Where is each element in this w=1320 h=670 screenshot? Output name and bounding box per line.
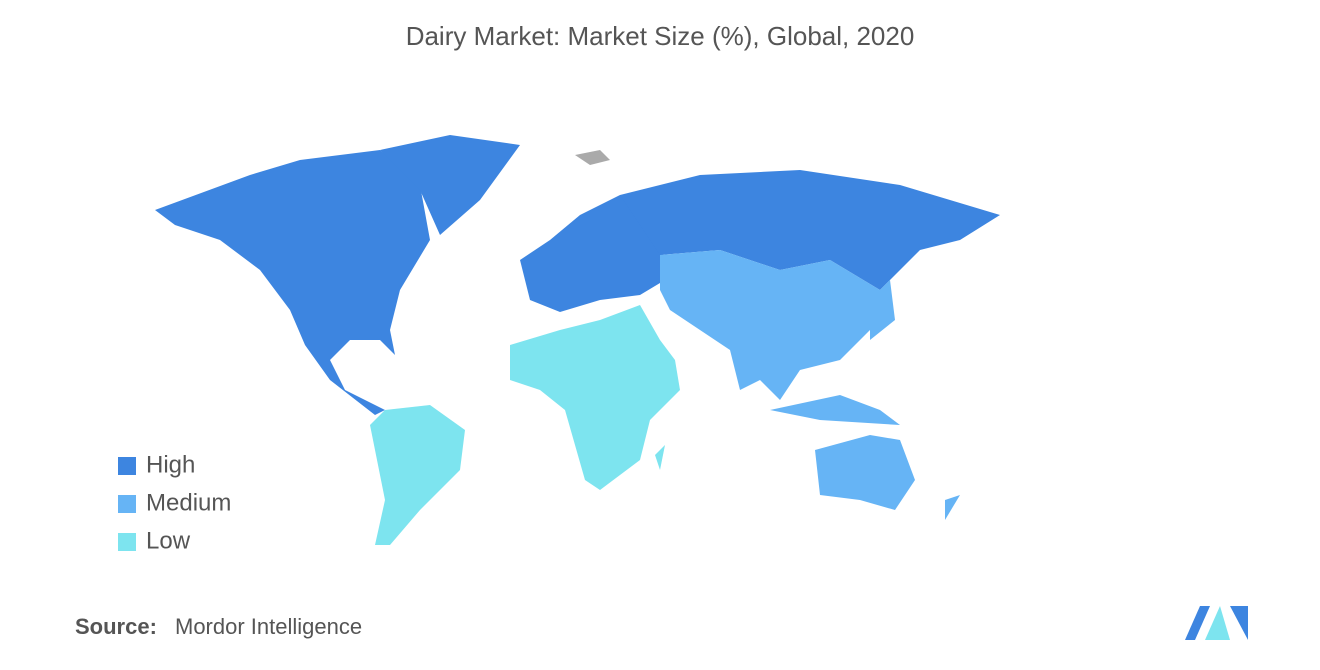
legend: High Medium Low bbox=[118, 451, 231, 554]
region bbox=[655, 445, 665, 470]
region bbox=[870, 280, 895, 340]
region bbox=[155, 150, 430, 415]
region bbox=[370, 405, 465, 545]
legend-label: Low bbox=[146, 527, 191, 554]
region bbox=[520, 195, 665, 312]
legend-label: Medium bbox=[146, 489, 231, 516]
source-label: Source: bbox=[75, 614, 157, 639]
legend-swatch bbox=[118, 533, 136, 551]
legend-swatch bbox=[118, 457, 136, 475]
logo bbox=[1185, 606, 1248, 640]
legend-label: High bbox=[146, 451, 195, 478]
no-data-region bbox=[575, 150, 610, 165]
logo-shape bbox=[1185, 606, 1210, 640]
logo-shape bbox=[1205, 606, 1230, 640]
world-map bbox=[155, 135, 1000, 545]
legend-swatch bbox=[118, 495, 136, 513]
region bbox=[620, 170, 1000, 290]
title: Dairy Market: Market Size (%), Global, 2… bbox=[406, 21, 915, 51]
source-text: Mordor Intelligence bbox=[175, 614, 362, 639]
region bbox=[660, 250, 880, 400]
logo-shape bbox=[1230, 606, 1248, 640]
region bbox=[815, 435, 915, 510]
region bbox=[510, 305, 680, 490]
region bbox=[380, 135, 520, 235]
region bbox=[945, 495, 960, 520]
region bbox=[770, 395, 900, 425]
